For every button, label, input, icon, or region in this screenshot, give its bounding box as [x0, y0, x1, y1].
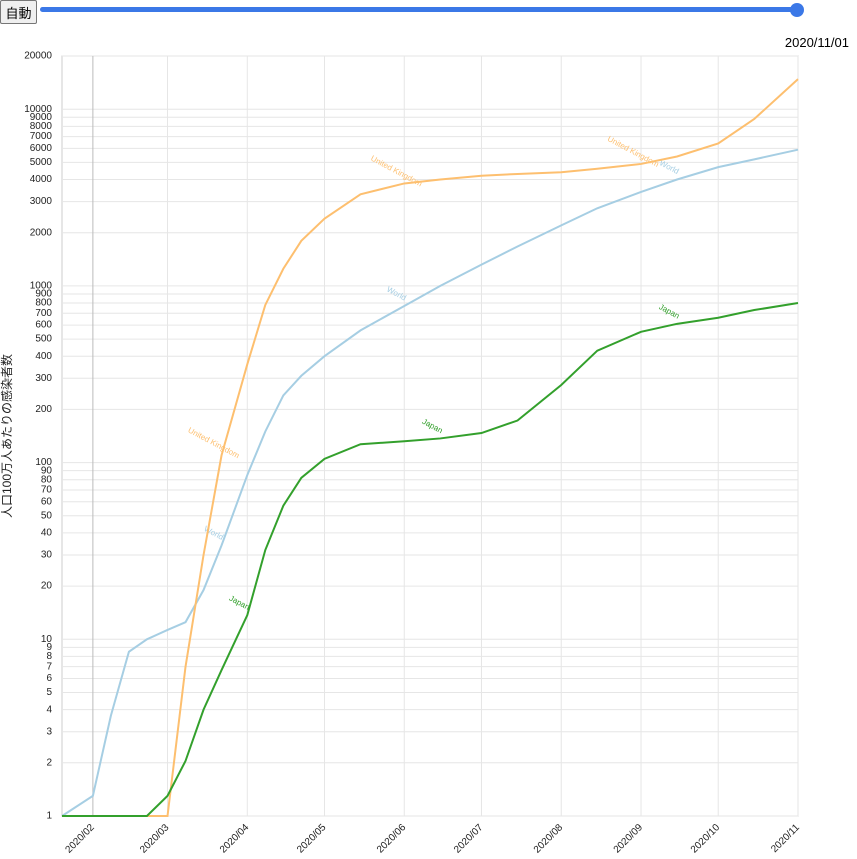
y-tick-label: 100 — [35, 457, 52, 468]
y-tick-label: 5 — [46, 687, 52, 698]
y-tick-label: 20000 — [24, 51, 52, 62]
y-tick-label: 6 — [46, 673, 52, 684]
y-tick-label: 10 — [41, 634, 53, 645]
y-tick-label: 60 — [41, 496, 53, 507]
current-date: 2020/11/01 — [784, 35, 849, 50]
y-tick-label: 9 — [46, 642, 52, 653]
y-tick-label: 40 — [41, 528, 53, 539]
y-tick-label: 600 — [35, 320, 52, 331]
y-tick-label: 7 — [46, 661, 52, 672]
y-tick-label: 5000 — [30, 157, 53, 168]
x-tick-label: 2020/09 — [612, 822, 646, 856]
series-line — [62, 78, 799, 817]
line-label: World — [658, 158, 681, 176]
y-tick-label: 300 — [35, 373, 52, 384]
y-tick-label: 3 — [46, 726, 52, 737]
x-tick-label: 2020/04 — [218, 822, 252, 856]
y-tick-label: 500 — [35, 334, 52, 345]
y-tick-label: 7000 — [30, 131, 53, 142]
series-line — [62, 302, 799, 817]
y-tick-label: 8 — [46, 651, 52, 662]
plot-area — [61, 55, 799, 817]
y-tick-label: 2 — [46, 757, 52, 768]
y-tick-label: 6000 — [30, 143, 53, 154]
date-slider[interactable] — [40, 7, 797, 12]
y-tick-label: 700 — [35, 308, 52, 319]
y-tick-label: 80 — [41, 474, 53, 485]
y-tick-label: 900 — [35, 289, 52, 300]
auto-button[interactable]: 自動 — [0, 0, 37, 24]
x-tick-label: 2020/08 — [532, 822, 566, 856]
y-tick-label: 3000 — [30, 196, 53, 207]
y-tick-label: 1000 — [30, 281, 53, 292]
y-tick-label: 10000 — [24, 104, 52, 115]
x-tick-label: 2020/11 — [769, 822, 802, 855]
y-tick-label: 1 — [46, 811, 52, 822]
y-axis-label: 人口100万人あたりの感染者数 — [0, 354, 14, 518]
y-tick-label: 50 — [41, 510, 53, 521]
line-label: United Kingdom — [369, 154, 424, 189]
y-tick-label: 8000 — [30, 121, 53, 132]
y-tick-label: 800 — [35, 298, 52, 309]
slider-thumb[interactable] — [790, 3, 804, 17]
series-line — [61, 148, 799, 817]
x-tick-label: 2020/05 — [295, 822, 329, 856]
y-tick-label: 70 — [41, 485, 53, 496]
y-tick-label: 90 — [41, 465, 53, 476]
y-tick-label: 400 — [35, 351, 52, 362]
y-tick-label: 200 — [35, 404, 52, 415]
y-tick-label: 20 — [41, 581, 53, 592]
x-tick-label: 2020/06 — [375, 822, 409, 856]
y-tick-label: 9000 — [30, 112, 53, 123]
x-tick-label: 2020/07 — [452, 822, 486, 856]
y-tick-label: 30 — [41, 550, 53, 561]
line-label: United Kingdom — [186, 426, 241, 461]
x-tick-label: 2020/03 — [138, 822, 172, 856]
x-tick-label: 2020/02 — [64, 822, 98, 856]
line-label: Japan — [657, 302, 680, 320]
y-tick-label: 4000 — [30, 174, 53, 185]
y-tick-label: 4 — [46, 704, 52, 715]
x-tick-label: 2020/10 — [689, 822, 723, 856]
y-tick-label: 2000 — [30, 227, 53, 238]
line-label: Japan — [421, 417, 444, 435]
